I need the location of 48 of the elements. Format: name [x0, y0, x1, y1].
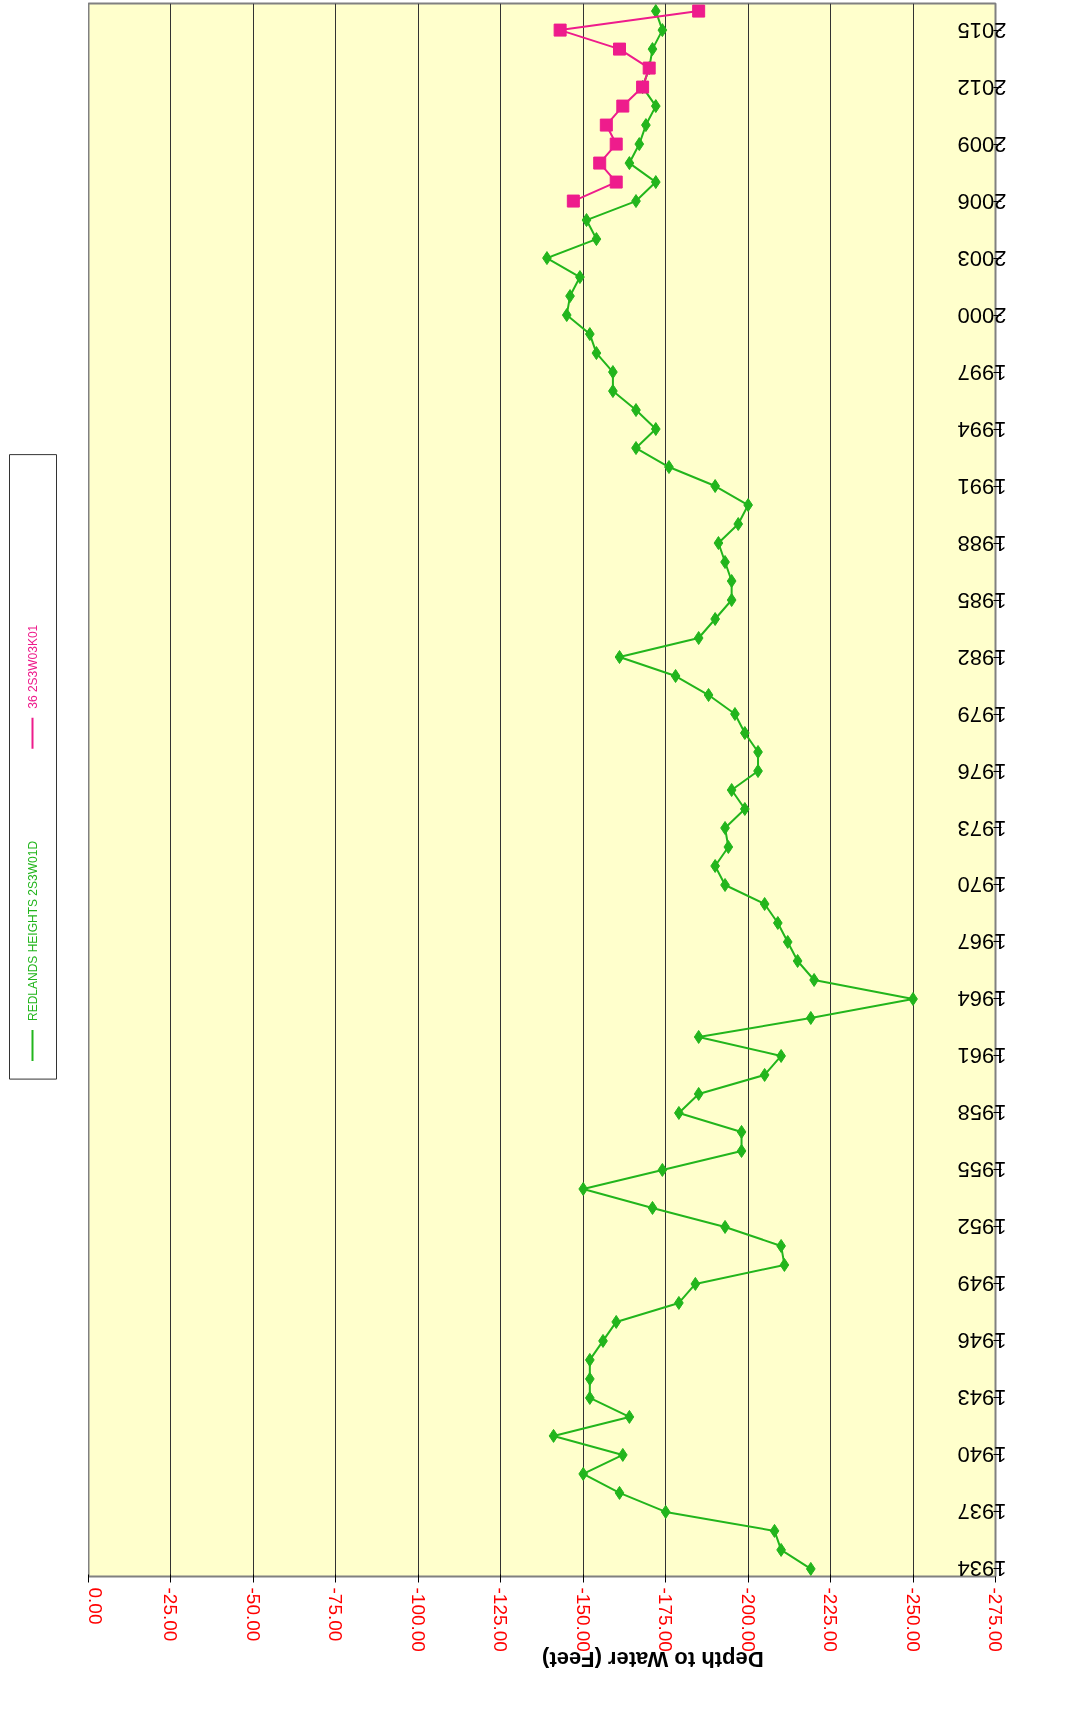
x-tick-label: -75.00 [325, 1587, 347, 1642]
y-tick-label: 1952 [957, 1214, 1007, 1240]
y-tick-label: 2000 [957, 302, 1007, 328]
y-tick-label: 2006 [957, 188, 1007, 214]
y-tick-label: 1979 [957, 701, 1007, 727]
x-tick-label: -275.00 [985, 1587, 1006, 1652]
y-tick-label: 1985 [957, 587, 1007, 613]
point [616, 99, 630, 113]
x-tick-label: -225.00 [820, 1587, 842, 1652]
y-tick-label: 1970 [957, 872, 1007, 898]
y-tick-label: 1946 [957, 1328, 1007, 1354]
y-tick-label: 1964 [957, 986, 1007, 1012]
y-tick-label: 1997 [957, 359, 1007, 385]
x-tick-label: 0.00 [84, 1587, 106, 1625]
y-tick-label: 1988 [957, 530, 1007, 556]
y-tick-label: 1976 [957, 758, 1007, 784]
x-tick-label: -250.00 [902, 1587, 924, 1652]
y-tick-label: 1973 [957, 815, 1007, 841]
point [609, 137, 623, 151]
y-tick-label: 1982 [957, 644, 1007, 670]
text: REDLANDS HEIGHTS 2S3W01D [25, 840, 40, 1021]
y-tick-label: 1940 [957, 1442, 1007, 1468]
y-tick-label: 2009 [957, 131, 1007, 157]
x-tick-label: -125.00 [490, 1587, 512, 1652]
y-tick-label: 1958 [957, 1100, 1007, 1126]
point [609, 175, 623, 189]
x-tick-label: -25.00 [160, 1587, 182, 1642]
point [566, 194, 580, 208]
y-tick-label: 2015 [957, 17, 1007, 43]
x-tick-label: -100.00 [407, 1587, 429, 1652]
y-tick-label: 1943 [957, 1385, 1007, 1411]
y-tick-label: 1967 [957, 929, 1007, 955]
y-tick-label: 1949 [957, 1271, 1007, 1297]
y-tick-label: 1937 [957, 1499, 1007, 1525]
y-tick-label: 1955 [957, 1157, 1007, 1183]
point [692, 4, 706, 18]
point [593, 156, 607, 170]
y-tick-label: 2003 [957, 245, 1007, 271]
point [599, 118, 613, 132]
text: 36 2S3W03K01 [25, 624, 40, 709]
point [553, 23, 567, 37]
y-tick-label: 1934 [957, 1556, 1007, 1582]
y-tick-label: 1994 [957, 416, 1007, 442]
x-tick-label: -50.00 [242, 1587, 264, 1642]
y-tick-label: 1961 [957, 1043, 1007, 1069]
point [613, 42, 627, 56]
y-tick-label: 1991 [957, 473, 1007, 499]
y-tick-label: 2012 [957, 74, 1007, 100]
